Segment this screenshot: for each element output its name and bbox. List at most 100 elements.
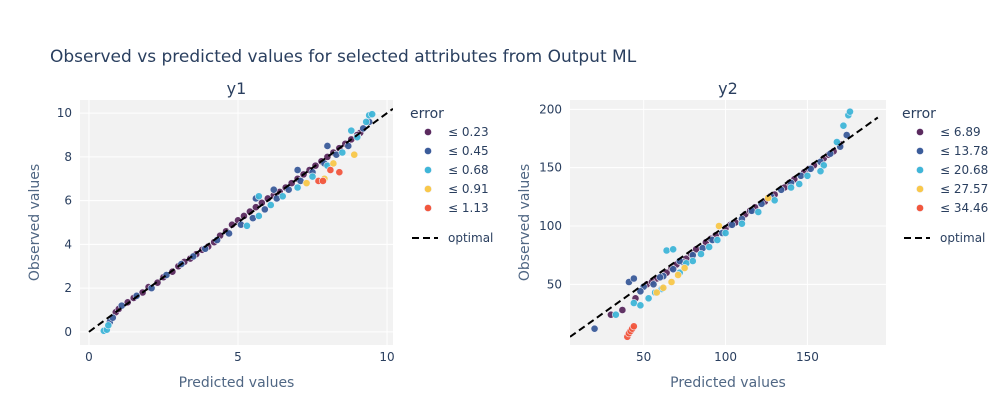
legend-entry-label[interactable]: ≤ 20.68: [940, 163, 988, 177]
data-point: [319, 177, 327, 185]
data-point: [669, 245, 678, 254]
legend: error ≤ 6.89 ≤ 13.78 ≤ 20.68 ≤ 27.57 ≤ 34.46 o…: [902, 106, 988, 245]
y-tick-label: 10: [57, 106, 72, 120]
data-point: [705, 243, 714, 251]
data-point: [842, 131, 851, 139]
data-point: [826, 149, 835, 158]
data-point: [326, 166, 335, 174]
legend-optimal-label[interactable]: optimal: [940, 231, 985, 245]
data-point: [104, 321, 113, 330]
data-point: [308, 172, 317, 181]
legend-marker[interactable]: [424, 128, 432, 136]
data-point: [302, 179, 311, 188]
data-point: [803, 171, 812, 180]
data-point: [257, 198, 266, 207]
x-tick-label: 10: [379, 350, 394, 364]
data-point: [636, 287, 645, 296]
data-point: [293, 166, 302, 174]
data-point: [254, 192, 263, 201]
legend-entry-label[interactable]: ≤ 27.57: [940, 182, 988, 196]
data-point: [153, 278, 162, 287]
data-point: [117, 301, 126, 310]
data-point: [738, 219, 746, 228]
legend-entry-label[interactable]: ≤ 0.45: [448, 144, 489, 158]
data-point: [347, 126, 356, 135]
data-point: [839, 121, 848, 130]
data-point: [368, 110, 377, 119]
data-point: [329, 159, 338, 168]
data-point: [254, 212, 263, 220]
x-tick-label: 50: [636, 350, 651, 364]
data-point: [649, 280, 658, 289]
legend-marker[interactable]: [424, 185, 432, 193]
x-tick-label: 150: [796, 350, 819, 364]
y-axis-title: Observed values: [517, 164, 533, 281]
legend-marker[interactable]: [424, 166, 432, 174]
data-point: [201, 244, 210, 253]
legend-entry-label[interactable]: ≤ 0.23: [448, 125, 489, 139]
data-point: [629, 274, 638, 283]
legend-optimal-label[interactable]: optimal: [448, 231, 493, 245]
y-tick-label: 150: [539, 161, 562, 175]
data-point: [362, 117, 371, 126]
legend-marker[interactable]: [916, 166, 924, 174]
data-layer: [570, 107, 879, 341]
x-axis-title: Predicted values: [179, 375, 295, 391]
panel-y2: y2 50 100 150 50 100 150 200 Predicted values Obs…: [517, 79, 988, 391]
legend-entry-label[interactable]: ≤ 0.91: [448, 182, 489, 196]
legend: error ≤ 0.23 ≤ 0.45 ≤ 0.68 ≤ 0.91 ≤ 1.13 optim…: [410, 106, 493, 245]
x-tick-label: 0: [85, 350, 93, 364]
data-point: [669, 265, 678, 274]
y-tick-label: 200: [539, 102, 562, 116]
legend-entry-label[interactable]: ≤ 1.13: [448, 201, 489, 215]
legend-marker[interactable]: [916, 147, 924, 155]
data-point: [795, 180, 804, 188]
data-point: [770, 196, 779, 205]
data-point: [260, 205, 269, 214]
optimal-line: [88, 107, 393, 333]
optimal-line: [570, 116, 879, 338]
data-point: [656, 273, 664, 282]
data-point: [636, 301, 645, 310]
x-tick-label: 5: [234, 350, 242, 364]
data-point: [243, 221, 251, 230]
data-point: [350, 150, 359, 159]
legend-title: error: [902, 106, 936, 122]
data-point: [846, 107, 854, 116]
data-point: [611, 310, 620, 319]
data-point: [618, 306, 627, 314]
legend-entry-label[interactable]: ≤ 0.68: [448, 163, 489, 177]
data-point: [644, 294, 653, 303]
y-tick-label: 0: [64, 325, 72, 339]
data-point: [323, 142, 332, 150]
legend-marker[interactable]: [916, 204, 924, 212]
data-point: [688, 257, 697, 265]
data-point: [674, 271, 682, 279]
data-point: [713, 236, 722, 244]
data-point: [266, 201, 275, 209]
data-point: [652, 288, 661, 297]
y-tick-label: 4: [64, 237, 72, 251]
data-point: [269, 185, 278, 194]
data-point: [662, 246, 671, 255]
x-axis-title: Predicted values: [670, 375, 786, 391]
data-point: [293, 183, 302, 192]
data-point: [787, 183, 795, 192]
legend-marker[interactable]: [916, 128, 924, 136]
legend-entry-label[interactable]: ≤ 34.46: [940, 201, 988, 215]
legend-entry-label[interactable]: ≤ 6.89: [940, 125, 981, 139]
y-tick-label: 6: [64, 194, 72, 208]
legend-marker[interactable]: [916, 185, 924, 193]
data-point: [659, 283, 668, 292]
data-point: [754, 208, 763, 216]
data-point: [629, 299, 638, 307]
data-point: [715, 222, 723, 230]
legend-entry-label[interactable]: ≤ 13.78: [940, 144, 988, 158]
data-point: [680, 264, 689, 272]
data-point: [225, 229, 233, 238]
data-point: [335, 168, 344, 177]
legend-marker[interactable]: [424, 147, 432, 155]
data-point: [278, 192, 287, 201]
legend-marker[interactable]: [424, 204, 432, 212]
data-point: [764, 194, 773, 202]
